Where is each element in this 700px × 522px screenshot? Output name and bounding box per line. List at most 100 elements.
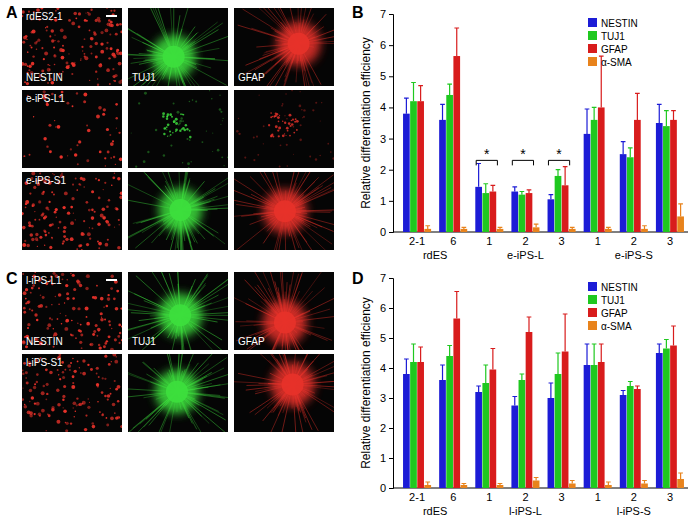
texture-glow	[263, 300, 307, 344]
stain-label: NESTIN	[26, 72, 63, 83]
texture-dot	[72, 105, 74, 107]
error-bar	[556, 170, 561, 176]
figure-svg: ArdES2-1NESTINTUJ1GFAPe-iPS-L1e-iPS-S1Cl…	[0, 0, 700, 522]
texture-dot	[169, 113, 172, 116]
series	[410, 340, 670, 489]
texture-dot	[169, 131, 171, 133]
texture-dot	[22, 10, 25, 13]
x-tick: 3	[559, 235, 565, 247]
error-bar	[642, 481, 647, 484]
bar	[548, 398, 555, 488]
texture-dot	[116, 49, 119, 52]
texture-dot	[54, 120, 55, 121]
texture-dot	[62, 395, 65, 398]
error-bar	[404, 359, 409, 374]
texture-dot	[116, 208, 119, 211]
error-bar	[664, 340, 669, 349]
texture-dot	[81, 347, 83, 349]
error-bar	[520, 374, 525, 380]
texture-dot	[59, 221, 62, 224]
texture-dot	[167, 113, 170, 116]
error-bar	[671, 111, 676, 120]
texture-dot	[189, 101, 191, 103]
bar	[490, 192, 497, 232]
texture-dot	[259, 95, 260, 96]
significance-label: *	[520, 146, 526, 162]
texture-dot	[143, 160, 146, 163]
texture-dot	[77, 323, 78, 324]
texture-dot	[101, 391, 104, 394]
texture-dot	[121, 325, 122, 327]
micrograph-texture	[22, 354, 122, 432]
texture-dot	[179, 122, 181, 124]
texture-dot	[71, 385, 75, 389]
texture-dot	[65, 422, 68, 425]
texture-dot	[49, 69, 50, 70]
texture-dot	[220, 111, 222, 113]
texture-dot	[211, 98, 213, 100]
texture-dot	[95, 70, 97, 72]
texture-dot	[95, 324, 98, 327]
texture-dot	[96, 335, 98, 337]
texture-dot	[37, 246, 38, 247]
texture-dot	[106, 340, 108, 342]
bar	[497, 229, 504, 232]
texture-dot	[53, 328, 54, 329]
group-label: e-iPS-S	[615, 249, 653, 261]
texture-dot	[118, 132, 120, 134]
texture-dot	[102, 377, 104, 379]
texture-dot	[135, 165, 137, 167]
texture-dot	[75, 17, 77, 19]
bar	[670, 346, 677, 489]
texture-dot	[51, 39, 54, 42]
texture-dot	[236, 130, 239, 133]
bar	[519, 195, 526, 232]
texture-dot	[277, 129, 279, 131]
y-tick-label: 5	[380, 70, 386, 82]
texture-dot	[25, 207, 27, 209]
texture-dot	[227, 156, 228, 158]
error-bar	[549, 383, 554, 398]
texture-dot	[34, 402, 36, 404]
texture-dot	[62, 376, 65, 379]
x-tick: 2	[522, 491, 528, 503]
texture-dot	[195, 100, 197, 102]
texture-dot	[106, 305, 109, 308]
texture-dot	[104, 182, 106, 184]
texture-dot	[162, 112, 165, 115]
texture-dot	[57, 318, 59, 320]
texture-dot	[86, 159, 89, 162]
texture-dot	[92, 296, 95, 299]
texture-dot	[91, 190, 94, 193]
bar	[511, 192, 518, 232]
texture-dot	[88, 398, 89, 399]
texture-dot	[83, 220, 85, 222]
texture-dot	[70, 362, 72, 364]
texture-dot	[49, 317, 51, 319]
micrograph-background	[234, 354, 334, 432]
micrograph-texture	[234, 172, 334, 250]
texture-dot	[173, 120, 176, 123]
texture-dot	[65, 319, 69, 323]
texture-dot	[51, 408, 55, 412]
texture-dot	[167, 124, 170, 127]
texture-dot	[78, 140, 81, 143]
texture-dot	[24, 240, 26, 242]
x-tick-label: 6	[450, 491, 456, 503]
texture-dot	[119, 342, 121, 344]
texture-dot	[257, 154, 259, 156]
texture-dot	[60, 313, 61, 314]
texture-dot	[49, 65, 50, 66]
legend-item: NESTIN	[588, 282, 638, 293]
x-tick: 3	[559, 491, 565, 503]
texture-dot	[83, 186, 84, 187]
texture-dot	[217, 149, 220, 152]
texture-dot	[84, 428, 87, 431]
error-bar	[585, 109, 590, 134]
texture-dot	[87, 232, 91, 236]
texture-dot	[46, 30, 48, 32]
texture-dot	[177, 111, 180, 114]
bar	[439, 120, 446, 232]
micrograph-background	[22, 90, 122, 168]
texture-dot	[46, 26, 48, 28]
